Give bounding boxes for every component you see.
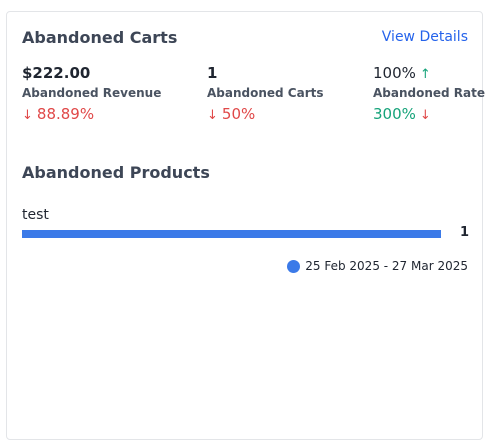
- view-details-link[interactable]: View Details: [381, 29, 468, 45]
- metric-abandoned-rate: 100% ↑ Abandoned Rate 300% ↓: [373, 63, 485, 124]
- metric-change: ↓ 50%: [207, 104, 324, 124]
- change-value: 88.89%: [36, 105, 95, 123]
- card-title: Abandoned Carts: [22, 28, 178, 47]
- product-count: 1: [460, 225, 470, 240]
- metric-change: 300% ↓: [373, 104, 485, 124]
- product-name: test: [22, 207, 49, 223]
- product-bar-track: [22, 230, 441, 238]
- metric-value: $222.00: [22, 64, 91, 82]
- arrow-down-icon: ↓: [207, 108, 218, 123]
- metric-value: 1: [207, 64, 218, 82]
- arrow-up-icon: ↑: [419, 67, 431, 82]
- abandoned-products-title: Abandoned Products: [22, 163, 210, 182]
- metric-label: Abandoned Revenue: [22, 86, 162, 100]
- metric-change: ↓ 88.89%: [22, 104, 161, 124]
- rate-value: 100%: [373, 64, 416, 82]
- arrow-down-icon: ↓: [22, 108, 33, 123]
- change-value: 300%: [373, 105, 416, 123]
- metric-abandoned-revenue: $222.00 Abandoned Revenue ↓ 88.89%: [22, 63, 161, 124]
- abandoned-carts-card: Abandoned Carts View Details $222.00 Aba…: [6, 11, 485, 440]
- product-bar[interactable]: [22, 230, 441, 238]
- metric-abandoned-carts: 1 Abandoned Carts ↓ 50%: [207, 63, 324, 124]
- chart-legend[interactable]: 25 Feb 2025 - 27 Mar 2025: [287, 259, 468, 273]
- legend-label: 25 Feb 2025 - 27 Mar 2025: [305, 259, 468, 273]
- legend-dot-icon: [287, 259, 301, 273]
- arrow-down-icon: ↓: [419, 108, 431, 123]
- metric-value: 100% ↑: [373, 63, 485, 83]
- metric-label: Abandoned Carts: [207, 86, 324, 100]
- metric-label: Abandoned Rate: [373, 86, 486, 100]
- change-value: 50%: [221, 105, 256, 123]
